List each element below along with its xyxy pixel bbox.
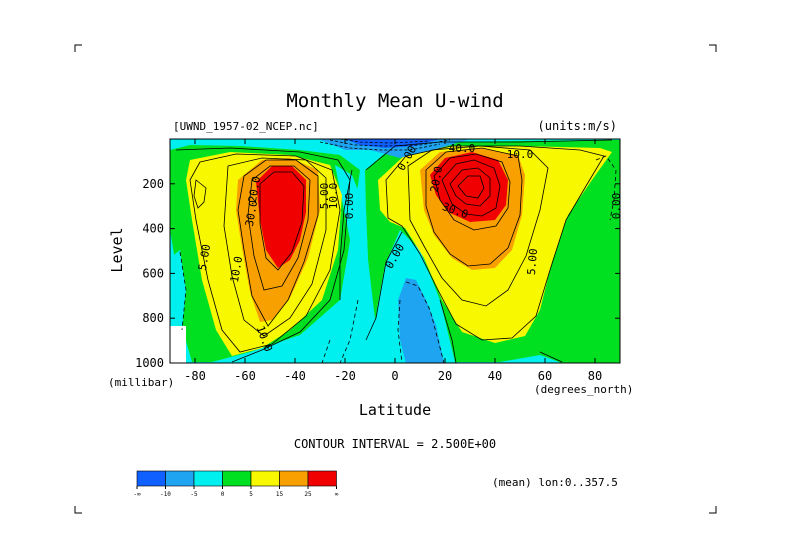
- y-tick-label: 400: [142, 222, 164, 236]
- colorbar-swatch: [222, 470, 252, 487]
- contour-plot-area: [169, 138, 621, 364]
- colorbar-label: 15: [276, 491, 284, 498]
- missing-data-patch: [170, 326, 186, 363]
- contour-label: 5.00: [525, 248, 540, 276]
- x-axis-unit: (degrees_north): [534, 383, 633, 396]
- colorbar-swatch: [193, 470, 223, 487]
- contour-interval-text: CONTOUR INTERVAL = 2.500E+00: [294, 437, 496, 451]
- filled-contours: [170, 139, 620, 363]
- colorbar-swatch: [136, 470, 166, 487]
- x-tick-label: -40: [284, 369, 306, 383]
- contour-label: 40.0: [449, 142, 476, 155]
- colorbar-label: -10: [160, 491, 171, 498]
- mean-longitude-text: (mean) lon:0..357.5: [492, 476, 618, 489]
- colorbar-swatch: [279, 470, 309, 487]
- x-tick-label: -60: [234, 369, 256, 383]
- contour-label: 20.0: [428, 165, 445, 193]
- x-tick-label: 0: [391, 369, 398, 383]
- contour-fill-neg5to10-tropics: [398, 278, 444, 363]
- units-label: (units:m/s): [538, 119, 617, 133]
- y-axis-unit: (millibar): [108, 376, 174, 389]
- dataset-label: [UWND_1957-02_NCEP.nc]: [173, 120, 319, 133]
- contour-label: 5.00: [196, 243, 213, 271]
- y-tick-label: 800: [142, 311, 164, 325]
- y-tick-label: 1000: [135, 356, 164, 370]
- colorbar-swatch: [250, 470, 280, 487]
- contour-label: 0.00: [343, 193, 356, 220]
- contour-fill-strat-neg: [318, 139, 470, 158]
- contour-label: 30.0: [243, 199, 260, 227]
- x-tick-label: 60: [538, 369, 552, 383]
- x-tick-label: -80: [184, 369, 206, 383]
- y-axis: 200 400 600 800 1000: [135, 177, 620, 370]
- contour-label: 10.0: [228, 255, 245, 283]
- colorbar-label: 5: [249, 491, 253, 498]
- colorbar-label: 0: [221, 491, 225, 498]
- contour-fill-gt25-nh: [430, 152, 508, 222]
- y-axis-label: Level: [108, 227, 126, 272]
- contour-label: 5.00: [318, 183, 331, 210]
- contour-label: 0.00: [610, 193, 623, 220]
- x-tick-label: 20: [438, 369, 452, 383]
- contour-label: 20.0: [246, 175, 263, 203]
- colorbar-label: 25: [304, 491, 312, 498]
- colorbar-swatch: [307, 470, 337, 487]
- contour-fill-neg-gap: [335, 165, 375, 340]
- contour-fill-strat-negstrong: [345, 139, 440, 148]
- contour-lines: [175, 139, 617, 363]
- y-tick-label: 200: [142, 177, 164, 191]
- chart-title: Monthly Mean U-wind: [286, 90, 503, 112]
- contour-fill-gt25-sh: [256, 166, 306, 268]
- x-tick-label: 80: [588, 369, 602, 383]
- colorbar-swatch: [165, 470, 195, 487]
- x-tick-label: 40: [488, 369, 502, 383]
- y-tick-label: 600: [142, 266, 164, 280]
- colorbar: -∞ -10 -5 0 5 15 25 ∞: [133, 470, 339, 498]
- colorbar-label: -∞: [133, 491, 141, 498]
- colorbar-label: -5: [190, 491, 198, 498]
- colorbar-label: ∞: [335, 491, 339, 498]
- corner-marks: [74, 44, 717, 514]
- contour-label: 10.0: [507, 148, 534, 161]
- contour-label: 10.0: [327, 183, 340, 210]
- x-axis: -80 -60 -40 -20 0 20 40 60 80: [184, 139, 602, 383]
- x-axis-label: Latitude: [359, 401, 431, 419]
- x-tick-label: -20: [334, 369, 356, 383]
